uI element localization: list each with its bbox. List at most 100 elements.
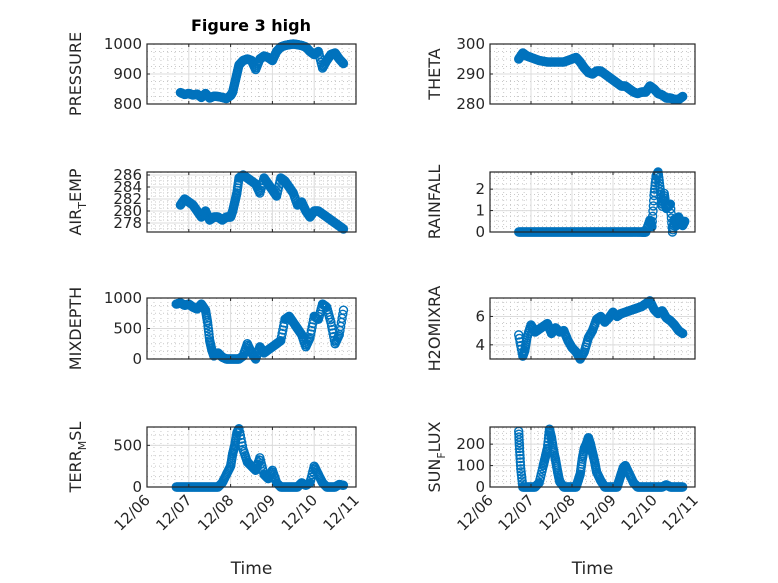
data-point (515, 450, 525, 460)
y-label-subscript: M (76, 441, 89, 451)
y-tick-label: 900 (113, 65, 142, 83)
data-point (514, 440, 525, 451)
data-point (666, 204, 676, 214)
x-tick-label: 12/09 (236, 491, 279, 534)
x-tick-label: 12/11 (320, 491, 363, 534)
y-label-part: SUN (425, 459, 444, 493)
y-label-part: SL (66, 422, 85, 441)
y-tick-label: 0 (475, 478, 485, 496)
y-label-part: LUX (425, 421, 444, 452)
x-tick-label: 12/07 (152, 491, 195, 534)
y-tick-label: 4 (475, 336, 485, 354)
data-point (514, 438, 524, 448)
data-point (677, 328, 687, 338)
axes-box (146, 171, 357, 233)
data-point (647, 216, 657, 227)
data-point (647, 211, 658, 221)
y-tick-label: 500 (113, 436, 142, 454)
data-point (514, 330, 524, 340)
x-axis-label: Time (230, 559, 273, 579)
y-axis-label: AIRTEMP (66, 168, 89, 235)
data-point (649, 184, 660, 194)
y-tick-label: 2 (475, 180, 485, 198)
y-axis-label: RAINFALL (425, 165, 444, 240)
y-tick-label: 284 (113, 178, 142, 196)
y-tick-label: 290 (456, 65, 485, 83)
data-point (552, 465, 563, 475)
axes-box (146, 426, 357, 488)
y-label-subscript: T (76, 202, 89, 210)
data-point (515, 453, 525, 464)
data-point (236, 434, 246, 444)
data-point (646, 220, 657, 231)
data-point (515, 457, 526, 467)
x-tick-label: 12/06 (111, 491, 154, 534)
y-label-part: TERR (66, 450, 85, 493)
y-label-part: AIR (66, 209, 85, 236)
data-point (304, 334, 315, 344)
data-point (514, 435, 524, 445)
y-label-part: EMP (66, 168, 85, 202)
data-point (515, 460, 526, 471)
data-point (677, 92, 687, 102)
subplot-mixdepth: 0 500 1000 MIXDEPTH (66, 287, 357, 370)
data-point (515, 447, 525, 457)
subplot-sun-flux: 0 100 200 SUNFLUX 12/0612/0712/0812/0912/101… (425, 421, 702, 579)
data-point (203, 326, 214, 337)
data-point (648, 201, 659, 211)
data-point (237, 437, 247, 448)
axes-box (489, 171, 696, 233)
y-axis-label: PRESSURE (66, 32, 85, 116)
data-point (338, 480, 348, 490)
figure-title: Figure 3 high (191, 16, 311, 35)
y-axis-label: SUNFLUX (425, 421, 448, 492)
x-tick-label: 12/10 (278, 491, 321, 534)
axes-box (489, 426, 696, 488)
y-tick-label: 100 (456, 457, 485, 475)
y-tick-label: 286 (113, 166, 142, 184)
y-tick-label: 0 (132, 350, 142, 368)
y-tick-label: 1000 (104, 35, 142, 53)
y-tick-label: 0 (132, 478, 142, 496)
y-axis-label: H2OMIXRA (425, 286, 444, 372)
y-tick-label: 500 (113, 320, 142, 338)
data-point (548, 443, 558, 454)
x-tick-label: 12/08 (194, 491, 237, 534)
data-point (338, 58, 348, 68)
subplot-terr-msl: 0 500 TERRMSL 12/0612/0712/0812/0912/1012/1… (66, 422, 363, 579)
subplot-h2omixra: 4 6 H2OMIXRA (425, 286, 696, 372)
y-tick-label: 1 (475, 202, 485, 220)
y-tick-label: 6 (475, 307, 485, 325)
y-tick-label: 200 (456, 435, 485, 453)
x-tick-label: 12/11 (659, 491, 702, 534)
y-tick-label: 280 (456, 95, 485, 113)
data-point (333, 331, 344, 341)
data-point (231, 189, 242, 200)
y-tick-label: 300 (456, 35, 485, 53)
y-tick-label: 280 (113, 202, 142, 220)
y-axis-label: THETA (425, 48, 444, 100)
y-label-subscript: F (435, 452, 448, 458)
subplot-pressure: 800 900 1000 PRESSURE (66, 32, 357, 116)
y-axis-label: MIXDEPTH (66, 287, 85, 370)
y-tick-label: 278 (113, 214, 142, 232)
data-point (679, 217, 690, 227)
y-tick-label: 1000 (104, 289, 142, 307)
x-tick-label: 12/10 (618, 491, 661, 534)
x-tick-label: 12/08 (536, 491, 579, 534)
y-tick-label: 800 (113, 95, 142, 113)
x-axis-label: Time (571, 559, 614, 579)
data-point (665, 199, 675, 210)
data-point (203, 323, 214, 334)
y-axis-label: TERRMSL (66, 422, 89, 494)
subplot-theta: 280 290 300 THETA (425, 35, 696, 113)
data-point (337, 313, 347, 324)
data-point (517, 473, 527, 483)
data-point (325, 315, 335, 325)
data-point (575, 470, 585, 480)
data-point (203, 320, 213, 331)
x-tick-label: 12/07 (495, 491, 538, 534)
data-point (521, 335, 532, 345)
data-point (516, 467, 526, 477)
